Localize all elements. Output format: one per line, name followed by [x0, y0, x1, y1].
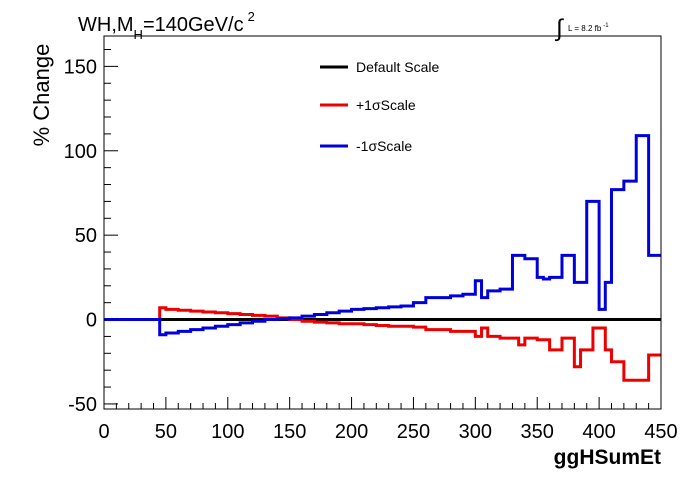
- y-tick-label: 100: [64, 141, 97, 163]
- lumi-label: ∫ L = 8.2 fb -1: [554, 15, 609, 42]
- x-tick-label: 250: [397, 421, 430, 443]
- x-tick-label: 100: [211, 421, 244, 443]
- y-axis-label: % Change: [29, 44, 54, 147]
- y-tick-label: 0: [86, 310, 97, 332]
- x-tick-label: 350: [521, 421, 554, 443]
- x-axis-label: ggHSumEt: [554, 446, 661, 469]
- y-tick-label: -50: [68, 394, 97, 416]
- legend: Default Scale +1σScale -1σScale: [320, 59, 439, 154]
- y-tick-label: 150: [64, 56, 97, 78]
- series-layer: [104, 134, 661, 382]
- x-tick-label: 300: [459, 421, 492, 443]
- legend-label-plus1sigma: +1σScale: [356, 97, 416, 113]
- x-tick-label: 150: [273, 421, 306, 443]
- plot-frame: [103, 35, 662, 410]
- x-tick-label: 400: [582, 421, 615, 443]
- y-tick-label: 50: [75, 225, 97, 247]
- x-tick-label: 0: [98, 421, 109, 443]
- series-plus1sigma: [104, 306, 661, 382]
- chart-title: WH,MH=140GeV/c 2: [78, 9, 255, 42]
- series-minus1sigma: [104, 134, 661, 337]
- x-tick-label: 200: [335, 421, 368, 443]
- lumi-text: L = 8.2 fb -1: [568, 23, 609, 33]
- x-tick-label: 50: [155, 421, 177, 443]
- legend-label-minus1sigma: -1σScale: [356, 138, 412, 154]
- x-tick-label: 450: [644, 421, 677, 443]
- integral-sign: ∫: [554, 15, 564, 42]
- legend-label-default: Default Scale: [356, 59, 439, 75]
